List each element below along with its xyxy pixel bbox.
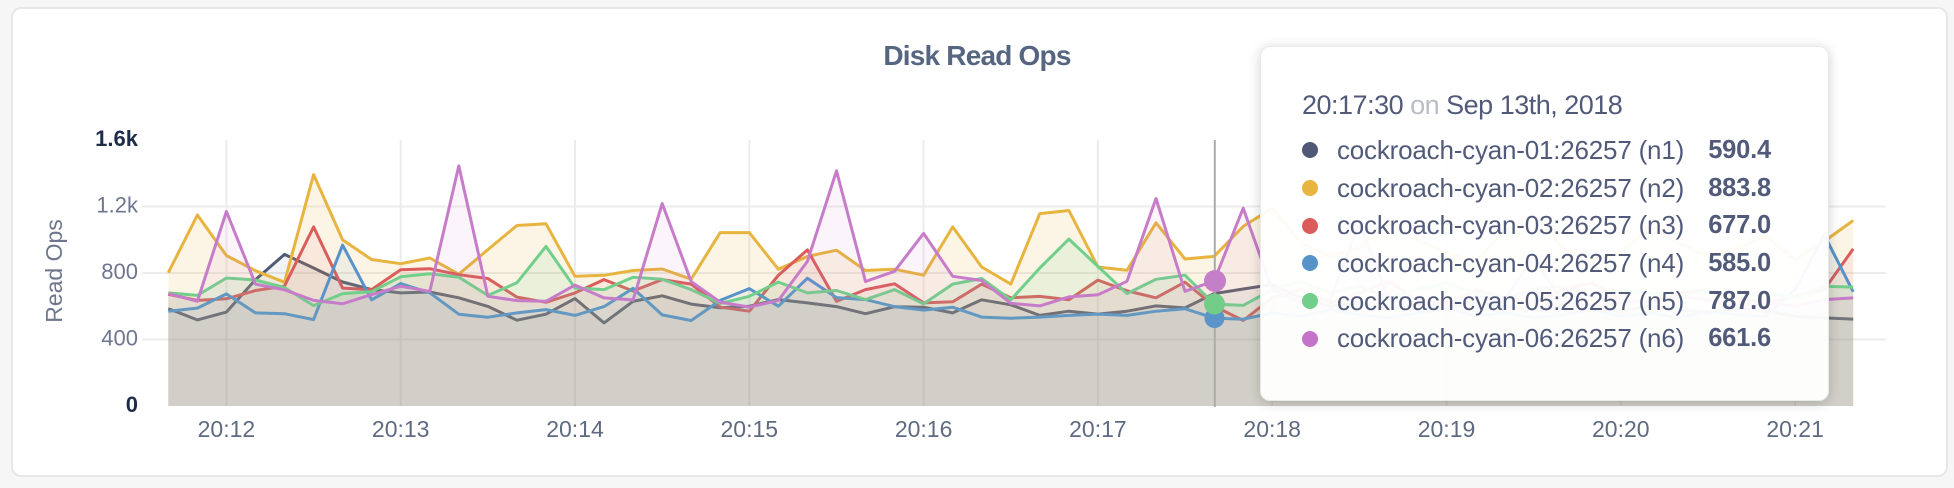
svg-text:20:13: 20:13 (372, 416, 430, 442)
svg-text:20:15: 20:15 (721, 416, 779, 442)
svg-text:Read Ops: Read Ops (41, 219, 67, 323)
svg-text:400: 400 (101, 326, 138, 351)
svg-text:20:17: 20:17 (1069, 416, 1127, 442)
svg-text:20:16: 20:16 (895, 416, 953, 442)
svg-text:0: 0 (126, 392, 138, 417)
svg-text:800: 800 (101, 259, 138, 284)
svg-text:20:14: 20:14 (546, 416, 604, 442)
svg-text:20:20: 20:20 (1592, 416, 1650, 442)
svg-text:1.2k: 1.2k (96, 193, 139, 218)
svg-text:20:19: 20:19 (1418, 416, 1476, 442)
svg-text:20:21: 20:21 (1766, 416, 1824, 442)
svg-text:20:12: 20:12 (198, 416, 256, 442)
svg-text:20:18: 20:18 (1243, 416, 1301, 442)
svg-text:1.6k: 1.6k (95, 126, 139, 151)
